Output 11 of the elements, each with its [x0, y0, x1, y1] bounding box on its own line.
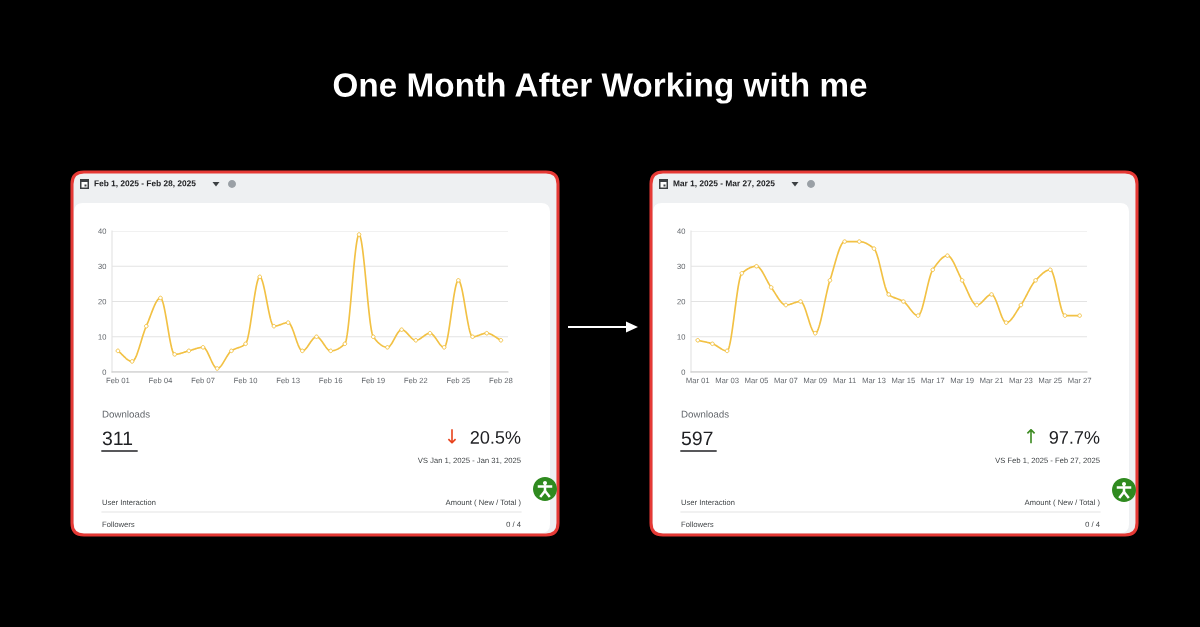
- text: Downloads: [681, 410, 729, 418]
- text: ↑: [1026, 429, 1036, 444]
- text: ↓: [447, 429, 457, 444]
- text: 311: [102, 431, 133, 446]
- text: One Month After Working with me: [333, 72, 867, 104]
- text: Feb 1, 2025 - Feb 28, 2025: [94, 180, 196, 188]
- text: Mar 1, 2025 - Mar 27, 2025: [673, 180, 775, 188]
- text: 597: [681, 431, 713, 446]
- text: Downloads: [102, 410, 150, 418]
- text: 97.7%: [1049, 431, 1100, 444]
- text: 20.5%: [470, 431, 521, 444]
